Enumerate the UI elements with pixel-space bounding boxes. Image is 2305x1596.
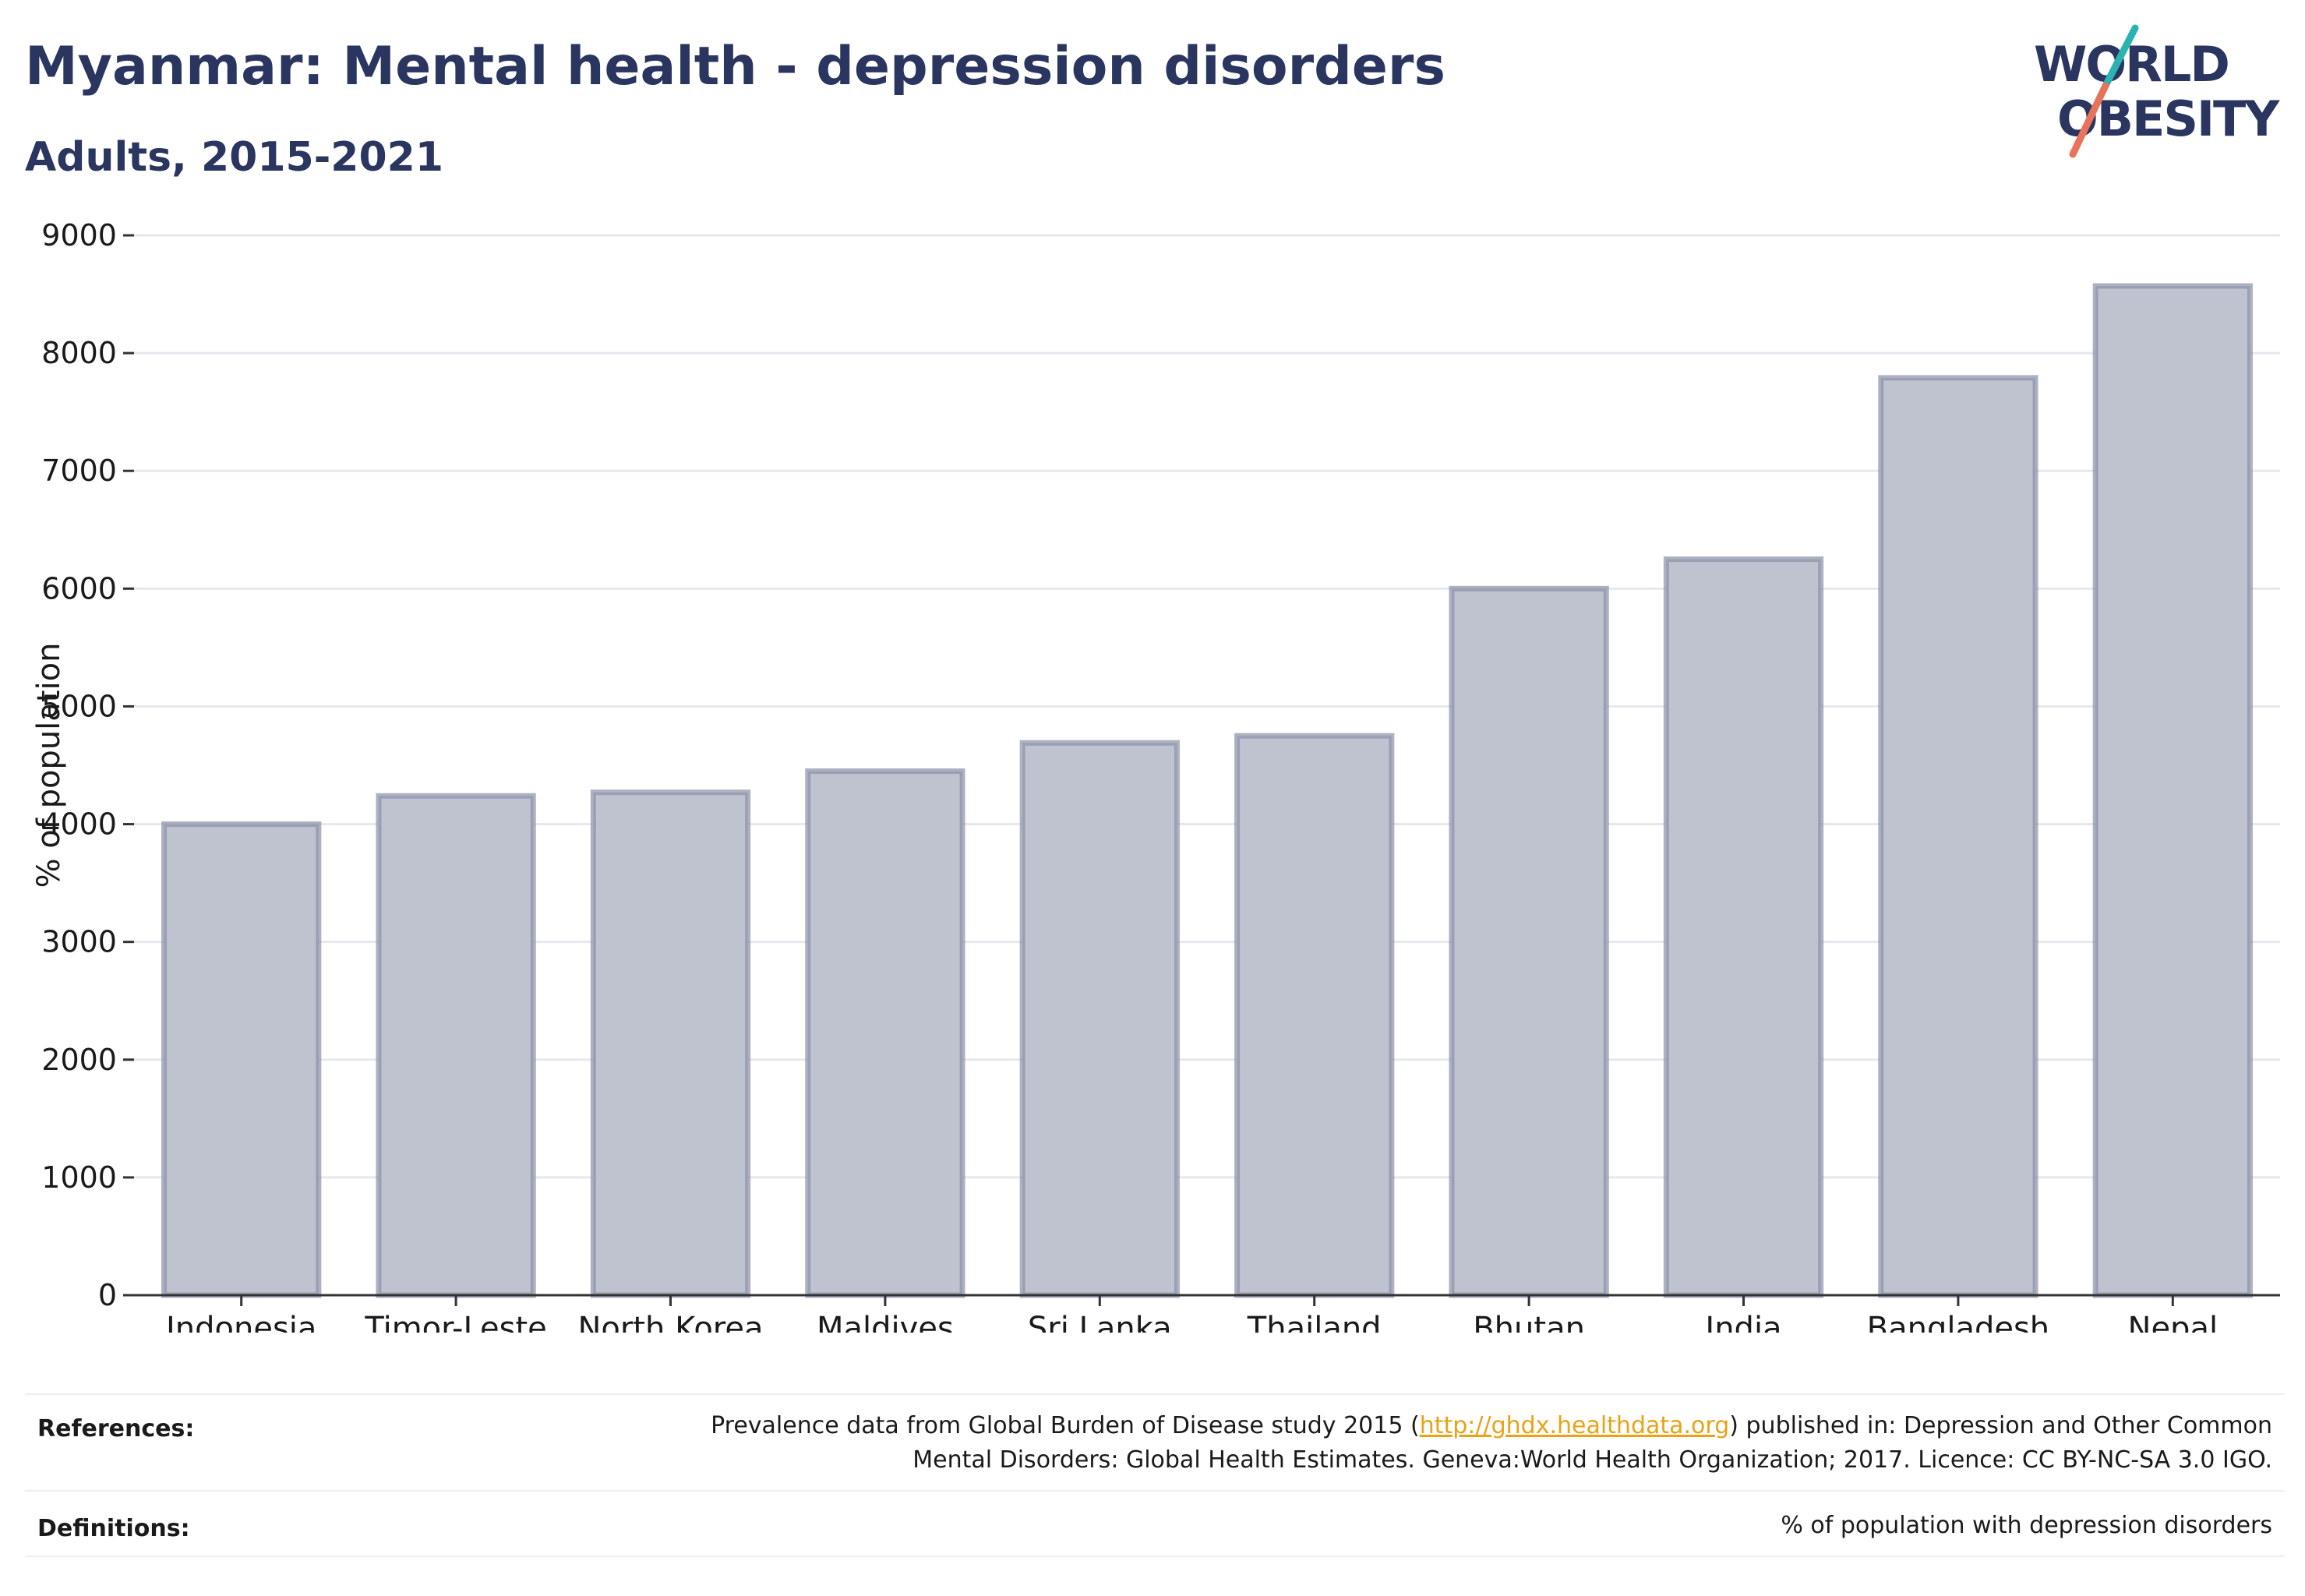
x-tick-label: Bhutan	[1473, 1311, 1585, 1333]
bar	[161, 821, 322, 1298]
bar	[1019, 740, 1180, 1298]
y-tick-label: 5000	[41, 689, 117, 723]
x-tick-label: Indonesia	[166, 1311, 316, 1333]
x-tick-label: North Korea	[578, 1311, 764, 1333]
definitions-text: % of population with depression disorder…	[1781, 1512, 2272, 1539]
bar	[1878, 375, 2038, 1298]
references-text-pre: Prevalence data from Global Burden of Di…	[711, 1412, 1420, 1439]
references-text: Prevalence data from Global Burden of Di…	[711, 1409, 2272, 1478]
definitions-label: Definitions:	[37, 1515, 190, 1542]
y-tick-label: 1000	[41, 1160, 117, 1195]
footer-divider-bottom	[25, 1555, 2285, 1557]
x-tick-label: Maldives	[817, 1311, 954, 1333]
references-link[interactable]: http://ghdx.healthdata.org	[1419, 1412, 1730, 1439]
y-tick-label: 0	[98, 1278, 117, 1312]
references-row: References: Prevalence data from Global …	[25, 1409, 2285, 1495]
chart-title: Myanmar: Mental health - depression diso…	[25, 36, 1445, 97]
y-tick-label: 9000	[41, 218, 117, 252]
chart-subtitle: Adults, 2015-2021	[25, 134, 444, 181]
x-tick-label: Nepal	[2128, 1311, 2219, 1333]
y-tick-label: 4000	[41, 807, 117, 842]
x-tick-label: India	[1705, 1311, 1781, 1333]
x-tick-label: Thailand	[1247, 1311, 1382, 1333]
bar	[1234, 733, 1395, 1298]
footer-divider-top	[25, 1393, 2285, 1395]
world-obesity-logo: WORLD OBESITY	[2034, 22, 2291, 170]
logo-slash-icon	[2069, 24, 2139, 158]
y-tick-label: 8000	[41, 336, 117, 370]
y-tick-label: 2000	[41, 1043, 117, 1077]
bar	[805, 768, 965, 1298]
logo-line-2: OBESITY	[2057, 90, 2279, 147]
x-tick-label: Timor-Leste	[364, 1311, 546, 1333]
bar	[590, 789, 751, 1298]
x-tick-label: Sri Lanka	[1028, 1311, 1172, 1333]
y-axis-label: % of population	[31, 643, 67, 888]
y-tick-label: 3000	[41, 925, 117, 959]
bar	[1449, 585, 1609, 1298]
bar	[376, 793, 536, 1298]
x-tick-label: Bangladesh	[1867, 1311, 2050, 1333]
footer-divider-middle	[25, 1490, 2285, 1492]
references-text-post: ) published in: Depression and Other Com…	[1729, 1412, 2272, 1439]
references-label: References:	[37, 1415, 195, 1442]
references-text-line2: Mental Disorders: Global Health Estimate…	[912, 1446, 2272, 1474]
bar	[2092, 283, 2253, 1298]
y-tick-label: 6000	[41, 571, 117, 606]
y-tick-label: 7000	[41, 454, 117, 488]
bar-chart: 0 1000 2000 3000 4000 5000 6000 7000 8000 9000 Ind…	[31, 218, 2280, 1333]
definitions-row: Definitions: % of population with depres…	[25, 1509, 2285, 1555]
bar	[1663, 556, 1824, 1298]
logo-line-1: WORLD	[2034, 36, 2230, 93]
